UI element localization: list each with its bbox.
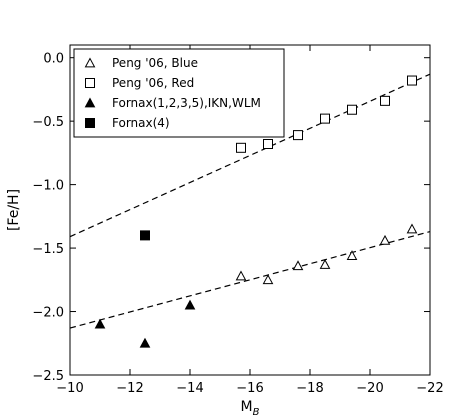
legend-label: Fornax(4): [112, 116, 170, 130]
x-axis-title-subscript: B: [253, 407, 260, 417]
data-point: [406, 223, 418, 234]
fit-lines: [69, 73, 431, 329]
legend-marker: [85, 78, 95, 88]
x-tick-label: −14: [176, 381, 203, 396]
data-point: [407, 75, 417, 86]
data-point: [262, 274, 274, 285]
y-tick-label: −1.5: [32, 242, 64, 257]
data-point: [236, 142, 246, 153]
legend-label: Fornax(1,2,3,5),IKN,WLM: [112, 96, 261, 110]
x-tick-label: −20: [356, 381, 383, 396]
data-point: [292, 260, 304, 271]
fit-line: [69, 230, 431, 329]
y-tick-label: −2.0: [32, 306, 64, 321]
axis-ticks: −10 −12 −14 −16 −18 −20 −22 0.0 −0.5 −1.0 −1.5 −2.0…: [32, 45, 444, 396]
x-tick-label: −22: [416, 381, 443, 396]
data-point: [94, 318, 106, 329]
fit-line: [69, 73, 431, 238]
data-point: [293, 130, 303, 141]
y-tick-label: 0.0: [43, 52, 64, 67]
legend-label: Peng '06, Red: [112, 76, 194, 90]
x-tick-label: −16: [236, 381, 263, 396]
data-point: [140, 230, 150, 241]
data-point: [379, 234, 391, 245]
data-point: [263, 139, 273, 149]
data-point: [235, 270, 247, 281]
x-tick-label: −18: [296, 381, 323, 396]
legend: Peng '06, Blue Peng '06, Red Fornax(1,2,3,…: [73, 48, 285, 138]
data-points: [94, 75, 418, 348]
legend-label: Peng '06, Blue: [112, 56, 198, 70]
legend-marker: [85, 118, 95, 128]
y-tick-label: −0.5: [32, 115, 64, 130]
x-tick-label: −12: [116, 381, 143, 396]
legend-marker: [84, 97, 96, 108]
data-point: [380, 95, 390, 106]
data-point: [319, 259, 331, 269]
y-tick-label: −2.5: [32, 369, 64, 384]
data-point: [139, 337, 151, 348]
data-point: [184, 299, 196, 310]
legend-marker: [84, 57, 96, 68]
x-axis-title-main: M: [241, 399, 253, 415]
data-point: [346, 250, 358, 261]
data-point: [320, 113, 330, 124]
legend-box: [73, 48, 285, 138]
x-axis-title: MB: [241, 399, 260, 417]
data-point: [347, 104, 357, 115]
x-tick-label: −10: [56, 381, 83, 396]
y-tick-label: −1.0: [32, 179, 64, 194]
y-axis-title: [Fe/H]: [6, 189, 22, 231]
